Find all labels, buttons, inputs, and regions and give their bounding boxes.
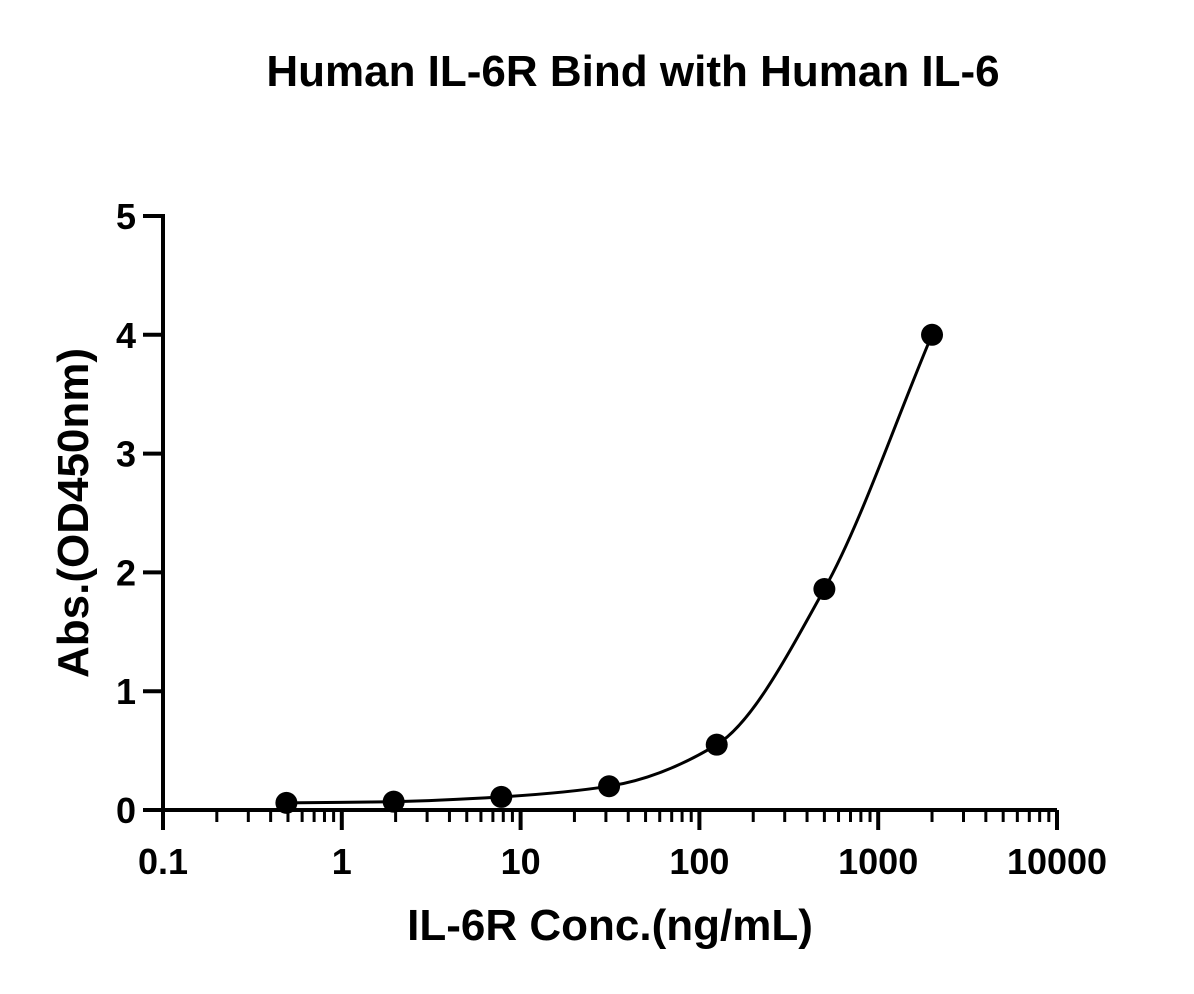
- y-axis-ticks: 0 1 2 3 4 5: [116, 196, 163, 831]
- fit-curve: [286, 334, 934, 805]
- x-axis-ticks: 0.1 1 10 100 1000 10000: [138, 810, 1107, 882]
- data-point: [490, 785, 513, 808]
- data-point: [921, 323, 944, 346]
- data-point: [598, 775, 621, 798]
- data-points: [275, 323, 944, 814]
- data-point: [813, 578, 836, 601]
- data-point: [275, 791, 298, 814]
- y-tick-label: 1: [116, 671, 136, 712]
- x-tick-label: 100: [669, 841, 729, 882]
- x-axis-label: IL-6R Conc.(ng/mL): [407, 901, 813, 950]
- data-point: [705, 733, 728, 756]
- y-tick-label: 3: [116, 434, 136, 475]
- x-tick-label: 10: [501, 841, 541, 882]
- chart-title: Human IL-6R Bind with Human IL-6: [266, 47, 999, 96]
- x-tick-label: 1: [332, 841, 352, 882]
- y-tick-label: 4: [116, 315, 136, 356]
- y-tick-label: 5: [116, 196, 136, 237]
- x-tick-label: 0.1: [138, 841, 188, 882]
- y-tick-label: 2: [116, 552, 136, 593]
- y-tick-label: 0: [116, 790, 136, 831]
- x-tick-label: 1000: [838, 841, 918, 882]
- data-point: [382, 790, 405, 813]
- x-tick-label: 10000: [1007, 841, 1107, 882]
- y-axis-label: Abs.(OD450nm): [49, 348, 98, 678]
